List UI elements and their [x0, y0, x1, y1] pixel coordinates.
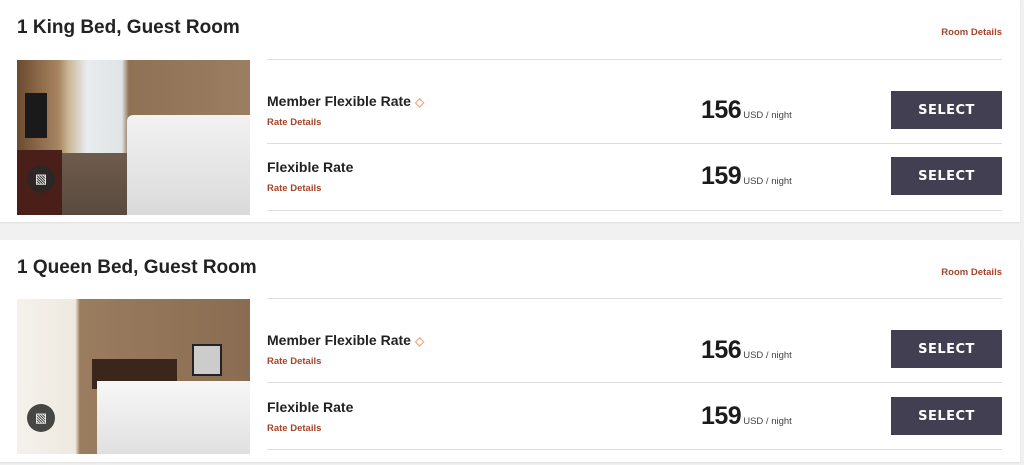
divider: [267, 298, 1002, 299]
room-details-link[interactable]: Room Details: [941, 267, 1002, 278]
room-card-king: 1 King Bed, Guest Room Room Details ▧ Me…: [0, 0, 1020, 222]
price-unit: USD / night: [743, 110, 792, 121]
price-amount: 156: [701, 96, 742, 124]
select-button[interactable]: SELECT: [891, 91, 1002, 129]
rate-details-link[interactable]: Rate Details: [267, 423, 322, 434]
tag-icon: ◇: [414, 334, 425, 348]
select-button[interactable]: SELECT: [891, 330, 1002, 368]
price: 156 USD / night: [701, 96, 792, 125]
price: 156 USD / night: [701, 336, 792, 365]
price-unit: USD / night: [743, 416, 792, 427]
divider: [267, 210, 1002, 211]
tv: [25, 93, 47, 138]
select-button[interactable]: SELECT: [891, 397, 1002, 435]
gallery-icon[interactable]: ▧: [27, 404, 55, 432]
divider: [267, 382, 1002, 383]
price: 159 USD / night: [701, 402, 792, 431]
rate-name-text: Member Flexible Rate: [267, 93, 411, 109]
room-title: 1 King Bed, Guest Room: [17, 17, 240, 38]
rate-details-link[interactable]: Rate Details: [267, 183, 322, 194]
tag-icon: ◇: [414, 95, 425, 109]
divider: [267, 449, 1002, 450]
rate-details-link[interactable]: Rate Details: [267, 117, 322, 128]
price: 159 USD / night: [701, 162, 792, 191]
price-unit: USD / night: [743, 350, 792, 361]
bed: [97, 381, 250, 454]
room-photo[interactable]: ▧: [17, 299, 250, 454]
price-amount: 159: [701, 402, 742, 430]
room-details-link[interactable]: Room Details: [941, 27, 1002, 38]
room-card-queen: 1 Queen Bed, Guest Room Room Details ▧ M…: [0, 240, 1020, 462]
room-title: 1 Queen Bed, Guest Room: [17, 257, 257, 278]
rate-name: Flexible Rate: [267, 399, 354, 415]
rate-name: Flexible Rate: [267, 159, 354, 175]
rate-name: Member Flexible Rate ◇: [267, 93, 424, 109]
bed: [127, 115, 250, 215]
gallery-icon[interactable]: ▧: [27, 165, 55, 193]
room-photo[interactable]: ▧: [17, 60, 250, 215]
price-amount: 159: [701, 162, 742, 190]
price-unit: USD / night: [743, 176, 792, 187]
divider: [267, 143, 1002, 144]
divider: [267, 59, 1002, 60]
price-amount: 156: [701, 336, 742, 364]
rate-details-link[interactable]: Rate Details: [267, 356, 322, 367]
rate-name: Member Flexible Rate ◇: [267, 332, 424, 348]
select-button[interactable]: SELECT: [891, 157, 1002, 195]
wall-art: [192, 344, 222, 376]
rate-name-text: Member Flexible Rate: [267, 332, 411, 348]
